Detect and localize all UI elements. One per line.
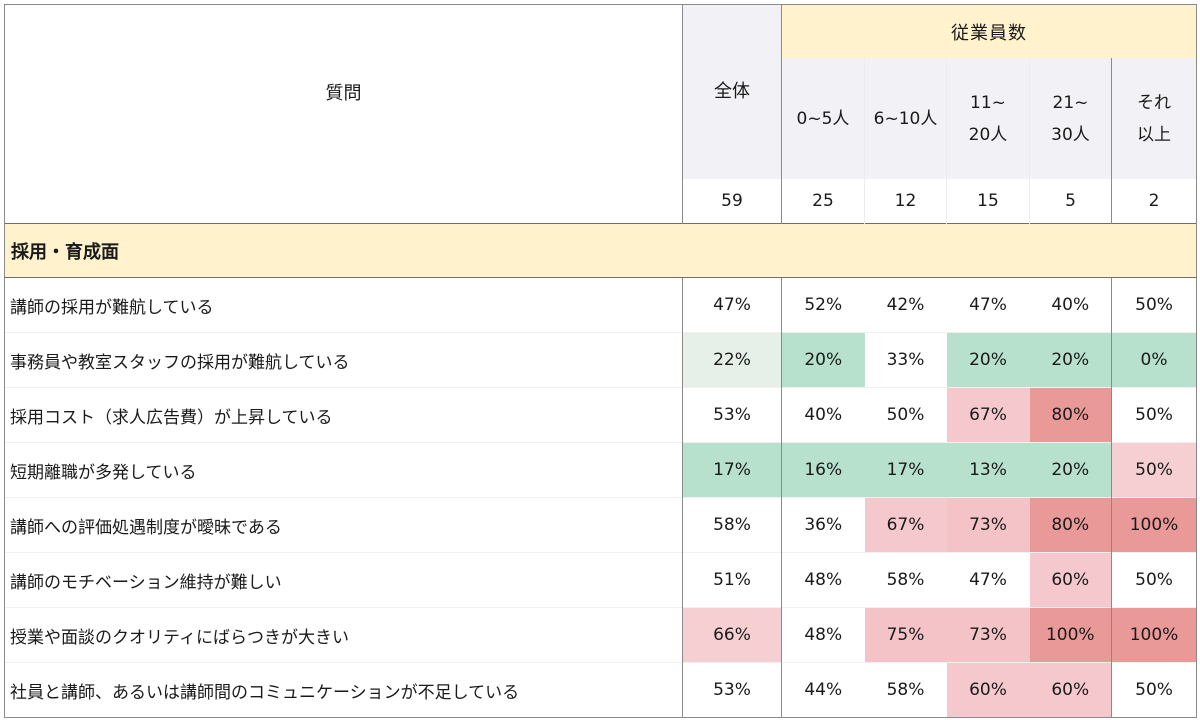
table-row: 授業や面談のクオリティにばらつきが大きい 66% 48% 75% 73% 100% 100%: [4, 607, 1198, 663]
total-value-cell: 58%: [682, 497, 782, 553]
value-cell: 13%: [946, 442, 1030, 498]
value-cell: 0%: [1110, 332, 1198, 388]
value-cell: 58%: [864, 552, 947, 608]
count-blank: [4, 179, 683, 224]
total-value-cell: 66%: [682, 607, 782, 663]
value-cell: 100%: [1029, 607, 1112, 663]
value-cell: 67%: [946, 387, 1030, 443]
value-cell: 50%: [1110, 662, 1198, 718]
question-cell: 授業や面談のクオリティにばらつきが大きい: [4, 607, 683, 663]
table-row: 社員と講師、あるいは講師間のコミュニケーションが不足している 53% 44% 58% 6…: [4, 662, 1198, 718]
total-value-cell: 53%: [682, 662, 782, 718]
count-cell: 15: [946, 179, 1030, 224]
column-label: それ: [1137, 92, 1172, 113]
value-cell: 40%: [1029, 277, 1112, 333]
total-value-cell: 51%: [682, 552, 782, 608]
value-cell: 60%: [946, 662, 1030, 718]
value-cell: 20%: [946, 332, 1030, 388]
column-header-6-10: 6~10人: [864, 58, 947, 179]
value-cell: 20%: [781, 332, 865, 388]
value-cell: 40%: [781, 387, 865, 443]
count-total: 59: [682, 179, 782, 224]
value-cell: 42%: [864, 277, 947, 333]
value-cell: 50%: [1110, 277, 1198, 333]
value-cell: 48%: [781, 552, 865, 608]
value-cell: 44%: [781, 662, 865, 718]
question-header: 質問: [4, 4, 683, 179]
value-cell: 73%: [946, 607, 1030, 663]
value-cell: 73%: [946, 497, 1030, 553]
value-cell: 33%: [864, 332, 947, 388]
question-cell: 講師への評価処遇制度が曖昧である: [4, 497, 683, 553]
column-label: 11~: [970, 92, 1006, 113]
employee-count-group-header: 従業員数: [781, 4, 1198, 58]
total-value-cell: 47%: [682, 277, 782, 333]
column-label: 以上: [1137, 124, 1172, 145]
value-cell: 47%: [946, 277, 1030, 333]
column-header-11-20: 11~ 20人: [946, 58, 1030, 179]
table-row: 採用コスト（求人広告費）が上昇している 53% 40% 50% 67% 80% 50%: [4, 387, 1198, 443]
value-cell: 80%: [1029, 387, 1112, 443]
value-cell: 20%: [1029, 332, 1112, 388]
count-cell: 2: [1110, 179, 1198, 224]
column-header-0-5: 0~5人: [781, 58, 865, 179]
total-value-cell: 53%: [682, 387, 782, 443]
count-cell: 5: [1029, 179, 1112, 224]
value-cell: 20%: [1029, 442, 1112, 498]
table-row: 講師への評価処遇制度が曖昧である 58% 36% 67% 73% 80% 100%: [4, 497, 1198, 553]
table-row: 短期離職が多発している 17% 16% 17% 13% 20% 50%: [4, 442, 1198, 498]
value-cell: 67%: [864, 497, 947, 553]
column-label: 0~5人: [796, 108, 850, 129]
column-label: 21~: [1052, 92, 1089, 113]
value-cell: 36%: [781, 497, 865, 553]
value-cell: 17%: [864, 442, 947, 498]
value-cell: 60%: [1029, 662, 1112, 718]
value-cell: 52%: [781, 277, 865, 333]
respondent-count-row: 59 25 12 15 5 2: [4, 179, 1198, 224]
value-cell: 16%: [781, 442, 865, 498]
column-label: 6~10人: [873, 108, 938, 129]
section-header-row: 採用・育成面: [3, 223, 1198, 278]
question-cell: 短期離職が多発している: [4, 442, 683, 498]
column-header-21-30: 21~ 30人: [1029, 58, 1112, 179]
table-row: 事務員や教室スタッフの採用が難航している 22% 20% 33% 20% 20% 0%: [4, 332, 1198, 388]
table-row: 講師の採用が難航している 47% 52% 42% 47% 40% 50%: [4, 277, 1198, 333]
value-cell: 100%: [1110, 607, 1198, 663]
value-cell: 50%: [1110, 442, 1198, 498]
total-value-cell: 22%: [682, 332, 782, 388]
question-cell: 採用コスト（求人広告費）が上昇している: [4, 387, 683, 443]
column-label: 20人: [968, 124, 1008, 145]
question-cell: 講師の採用が難航している: [4, 277, 683, 333]
value-cell: 50%: [864, 387, 947, 443]
value-cell: 60%: [1029, 552, 1112, 608]
value-cell: 100%: [1110, 497, 1198, 553]
value-cell: 58%: [864, 662, 947, 718]
question-cell: 講師のモチベーション維持が難しい: [4, 552, 683, 608]
count-cell: 12: [864, 179, 947, 224]
value-cell: 50%: [1110, 552, 1198, 608]
value-cell: 75%: [864, 607, 947, 663]
survey-table: 質問 全体 従業員数 0~5人 6~10人 11~ 20人 21~ 30人 それ…: [3, 4, 1198, 718]
section-title: 採用・育成面: [3, 223, 1198, 278]
table-row: 講師のモチベーション維持が難しい 51% 48% 58% 47% 60% 50%: [4, 552, 1198, 608]
value-cell: 50%: [1110, 387, 1198, 443]
total-header: 全体: [682, 4, 782, 179]
value-cell: 47%: [946, 552, 1030, 608]
value-cell: 80%: [1029, 497, 1112, 553]
total-value-cell: 17%: [682, 442, 782, 498]
question-cell: 社員と講師、あるいは講師間のコミュニケーションが不足している: [4, 662, 683, 718]
column-label: 30人: [1051, 124, 1090, 145]
question-cell: 事務員や教室スタッフの採用が難航している: [4, 332, 683, 388]
column-header-more: それ 以上: [1110, 58, 1198, 179]
count-cell: 25: [781, 179, 865, 224]
value-cell: 48%: [781, 607, 865, 663]
